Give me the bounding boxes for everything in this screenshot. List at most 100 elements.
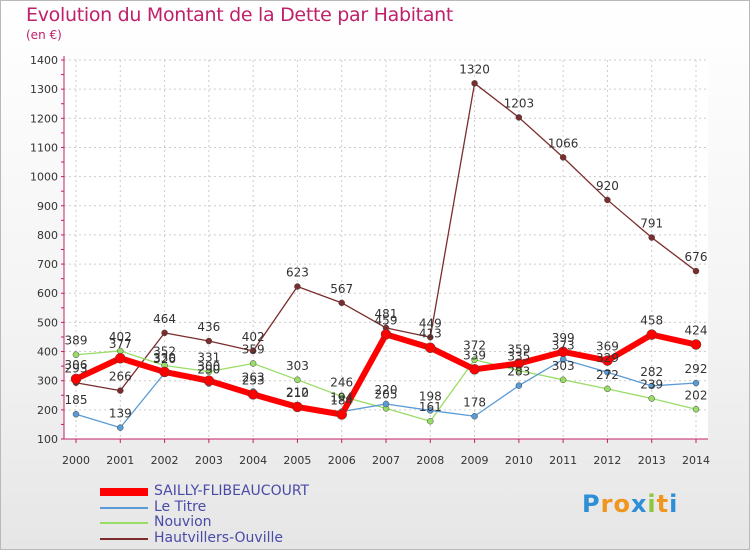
data-label-le-titre: 198 <box>419 389 442 403</box>
proxiti-logo: Proxiti <box>582 490 679 518</box>
data-point-nouvion <box>604 385 611 393</box>
data-label-sailly-flibeaucourt: 330 <box>153 351 176 365</box>
data-label-sailly-flibeaucourt: 359 <box>507 342 530 356</box>
y-tick-label: 1300 <box>30 83 58 96</box>
x-tick-label: 2002 <box>151 454 179 467</box>
data-label-nouvion: 202 <box>685 388 708 402</box>
data-label-hautvillers-ouville: 623 <box>286 266 309 280</box>
data-point-nouvion <box>338 393 345 400</box>
data-label-nouvion: 303 <box>286 359 309 373</box>
data-label-hautvillers-ouville: 791 <box>640 217 663 231</box>
data-point-nouvion <box>294 376 301 384</box>
data-label-hautvillers-ouville: 920 <box>596 179 619 193</box>
x-tick-label: 2012 <box>593 454 621 467</box>
data-point-hautvillers-ouville <box>559 154 567 161</box>
data-label-hautvillers-ouville: 436 <box>197 320 220 334</box>
x-tick-label: 2000 <box>62 454 90 467</box>
data-label-hautvillers-ouville: 1203 <box>504 96 535 110</box>
data-label-nouvion: 335 <box>507 349 530 363</box>
legend-label: Le Titre <box>154 498 207 515</box>
data-label-hautvillers-ouville: 481 <box>375 307 398 321</box>
y-tick-label: 1400 <box>30 54 58 67</box>
data-point-hautvillers-ouville <box>692 267 700 275</box>
x-tick-label: 2006 <box>328 454 356 467</box>
y-tick-label: 700 <box>37 258 58 271</box>
data-label-hautvillers-ouville: 567 <box>330 282 353 296</box>
data-label-hautvillers-ouville: 266 <box>109 370 132 384</box>
unit-label: (en €) <box>26 28 62 42</box>
data-point-hautvillers-ouville <box>427 334 434 341</box>
data-point-hautvillers-ouville <box>205 337 213 345</box>
data-point-nouvion <box>249 360 257 367</box>
data-point-sailly-flibeaucourt <box>690 339 702 350</box>
x-tick-label: 2001 <box>106 454 134 467</box>
data-point-nouvion <box>648 395 655 402</box>
x-tick-label: 2003 <box>195 454 223 467</box>
data-label-nouvion: 272 <box>596 368 619 382</box>
legend-label: Hautvillers-Ouville <box>154 529 283 546</box>
data-label-le-titre: 373 <box>552 338 575 352</box>
legend-swatch <box>100 506 148 509</box>
x-tick-label: 2014 <box>682 454 710 467</box>
data-label-nouvion: 359 <box>242 342 265 356</box>
data-point-le-titre <box>604 368 611 376</box>
data-label-sailly-flibeaucourt: 459 <box>375 313 398 327</box>
data-label-sailly-flibeaucourt: 306 <box>65 358 88 372</box>
data-label-nouvion: 331 <box>197 351 220 365</box>
data-label-nouvion: 352 <box>153 345 176 359</box>
data-label-hautvillers-ouville: 449 <box>419 316 442 330</box>
data-label-le-titre: 178 <box>463 395 486 409</box>
legend-label: SAILLY-FLIBEAUCOURT <box>154 483 310 499</box>
data-point-nouvion <box>205 368 213 375</box>
data-label-nouvion: 161 <box>419 400 442 414</box>
data-point-hautvillers-ouville <box>338 299 345 307</box>
data-label-le-titre: 220 <box>375 383 398 397</box>
data-label-le-titre: 282 <box>640 365 663 379</box>
data-point-sailly-flibeaucourt <box>380 329 392 340</box>
y-tick-label: 400 <box>37 346 58 359</box>
data-point-le-titre <box>427 407 434 414</box>
y-tick-label: 1000 <box>30 171 58 184</box>
data-point-sailly-flibeaucourt <box>159 366 170 378</box>
x-tick-label: 2009 <box>461 454 489 467</box>
data-label-le-titre: 263 <box>242 370 265 384</box>
data-label-nouvion: 372 <box>463 339 486 353</box>
data-label-nouvion: 246 <box>330 375 353 389</box>
y-tick-label: 900 <box>37 200 58 213</box>
y-tick-label: 600 <box>37 287 58 300</box>
data-label-nouvion: 303 <box>552 359 575 373</box>
data-point-sailly-flibeaucourt <box>602 355 613 366</box>
x-tick-label: 2013 <box>638 454 666 467</box>
x-tick-label: 2008 <box>416 454 444 467</box>
data-point-nouvion <box>427 417 434 425</box>
legend-label: Nouvion <box>154 514 212 530</box>
data-point-sailly-flibeaucourt <box>115 352 126 364</box>
x-tick-label: 2004 <box>239 454 267 467</box>
x-tick-label: 2007 <box>372 454 400 467</box>
x-tick-label: 2005 <box>283 454 311 467</box>
data-label-le-titre: 212 <box>286 385 309 399</box>
data-point-nouvion <box>559 376 567 384</box>
data-label-sailly-flibeaucourt: 184 <box>330 394 353 408</box>
y-tick-label: 800 <box>37 229 58 242</box>
data-point-hautvillers-ouville <box>117 387 124 394</box>
y-tick-label: 200 <box>37 404 58 417</box>
data-label-hautvillers-ouville: 293 <box>65 362 88 376</box>
data-label-sailly-flibeaucourt: 339 <box>463 348 486 362</box>
data-point-hautvillers-ouville <box>249 347 257 355</box>
data-point-sailly-flibeaucourt <box>203 375 215 386</box>
data-point-sailly-flibeaucourt <box>292 401 303 413</box>
data-point-le-titre <box>72 410 80 418</box>
data-point-hautvillers-ouville <box>161 329 168 337</box>
data-label-le-titre: 326 <box>153 352 176 366</box>
data-label-nouvion: 205 <box>375 387 398 401</box>
legend-swatch <box>100 488 148 496</box>
y-tick-label: 1200 <box>30 112 58 125</box>
data-label-nouvion: 239 <box>640 377 663 391</box>
data-point-hautvillers-ouville <box>471 80 478 87</box>
data-label-sailly-flibeaucourt: 399 <box>552 331 575 345</box>
x-tick-label: 2010 <box>505 454 533 467</box>
data-point-le-titre <box>648 382 655 390</box>
data-label-le-titre: 139 <box>109 407 132 421</box>
data-point-nouvion <box>471 356 478 363</box>
